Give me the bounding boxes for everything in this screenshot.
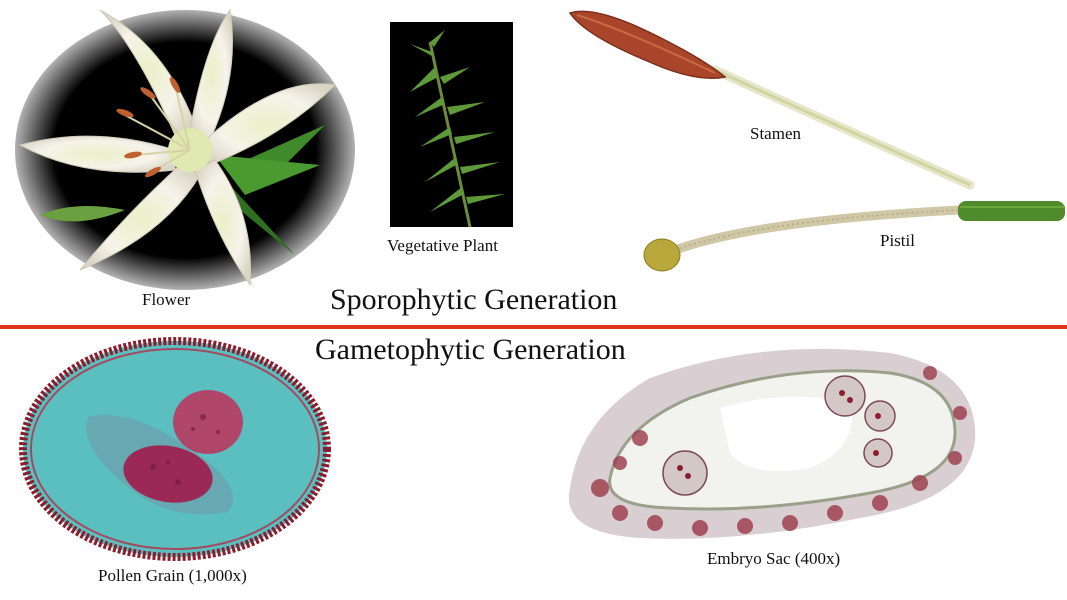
- vegetative-plant-image: [390, 22, 513, 228]
- pollen-grain-label: Pollen Grain (1,000x): [98, 566, 247, 585]
- stamen-image: [568, 10, 975, 190]
- pistil-image: [643, 201, 1065, 272]
- generation-divider: [0, 325, 1067, 329]
- flower-label: Flower: [142, 290, 191, 309]
- stamen-label: Stamen: [750, 124, 801, 143]
- pistil-label: Pistil: [880, 231, 915, 250]
- gametophytic-heading: Gametophytic Generation: [315, 333, 626, 366]
- flower-image: [15, 8, 355, 290]
- vegetative-plant-label: Vegetative Plant: [387, 236, 498, 255]
- embryo-sac-image: [568, 348, 976, 539]
- pollen-grain-image: [19, 337, 331, 561]
- embryo-sac-label: Embryo Sac (400x): [707, 549, 841, 568]
- sporophytic-heading: Sporophytic Generation: [330, 283, 618, 316]
